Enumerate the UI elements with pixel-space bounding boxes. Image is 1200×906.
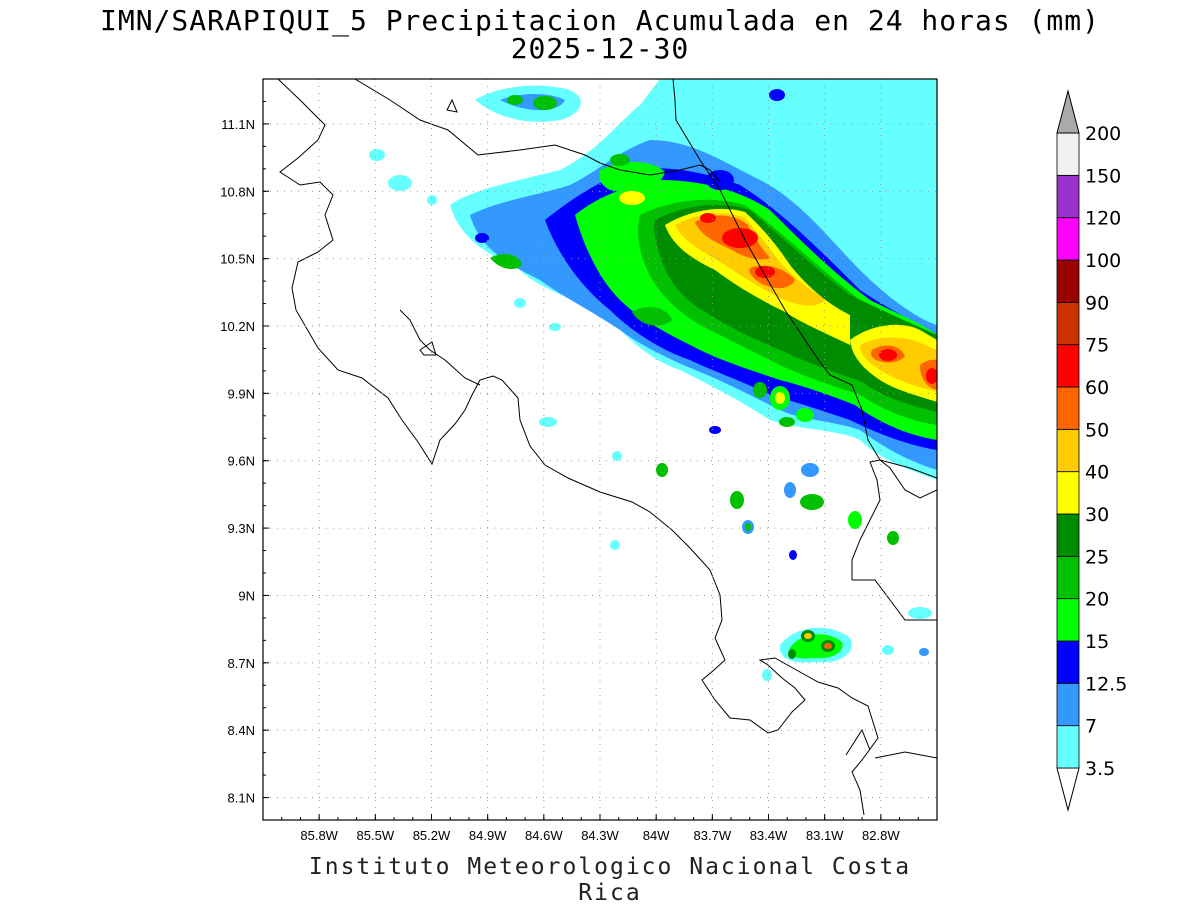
legend-label: 30 xyxy=(1085,504,1109,526)
legend-label: 120 xyxy=(1085,208,1121,230)
map-date: 2025-12-30 xyxy=(510,32,690,65)
map-title: IMN/SARAPIQUI_5 Precipitacion Acumulada … xyxy=(99,4,1100,37)
legend-label: 15 xyxy=(1085,631,1109,653)
legend-label: 3.5 xyxy=(1085,758,1115,780)
legend-overflow-triangle xyxy=(1056,89,1080,134)
coastline xyxy=(277,79,937,816)
x-tick-label: 84.6W xyxy=(525,828,563,843)
x-tick-label: 85.5W xyxy=(357,828,395,843)
legend-swatch xyxy=(1056,513,1080,557)
legend-label: 60 xyxy=(1085,377,1109,399)
legend-label: 20 xyxy=(1085,589,1109,611)
y-tick-label: 8.1N xyxy=(228,791,255,806)
legend-label: 7 xyxy=(1085,716,1097,738)
x-tick-label: 82.8W xyxy=(862,828,900,843)
precip-north-cell-2 xyxy=(507,95,523,105)
legend-swatch xyxy=(1056,682,1080,727)
y-tick-label: 8.4N xyxy=(228,723,255,738)
x-tick-label: 83.7W xyxy=(694,828,732,843)
y-tick-label: 11.1N xyxy=(221,117,255,132)
legend-label: 25 xyxy=(1085,546,1109,568)
precip-red-cell-2 xyxy=(700,213,716,223)
x-tick-label: 85.8W xyxy=(300,828,338,843)
legend-swatch xyxy=(1056,344,1080,388)
y-tick-label: 9.6N xyxy=(228,454,255,469)
y-tick-label: 10.8N xyxy=(220,184,255,199)
legend-underflow-triangle xyxy=(1056,767,1080,812)
legend-label: 12.5 xyxy=(1085,673,1127,695)
x-tick-label: 85.2W xyxy=(413,828,451,843)
x-tick-label: 84W xyxy=(643,828,670,843)
precip-west-blob-2 xyxy=(632,306,672,326)
legend-label: 50 xyxy=(1085,419,1109,441)
legend-swatch xyxy=(1056,301,1080,346)
y-tick-label: 9N xyxy=(238,588,255,603)
legend-swatch xyxy=(1056,386,1080,430)
x-tick-label: 83.1W xyxy=(806,828,844,843)
precipitation-field xyxy=(369,79,937,681)
precip-red-cell-4 xyxy=(879,349,897,361)
x-tick-label: 83.4W xyxy=(750,828,788,843)
legend-swatch xyxy=(1056,725,1080,769)
precip-red-cell-1 xyxy=(722,228,758,248)
legend-swatch xyxy=(1056,259,1080,303)
legend-swatch xyxy=(1056,640,1080,684)
legend-label: 75 xyxy=(1085,335,1109,357)
y-tick-label: 9.9N xyxy=(228,386,255,401)
precip-scattered-cells xyxy=(369,89,932,681)
legend-label: 40 xyxy=(1085,462,1109,484)
y-tick-label: 10.5N xyxy=(220,252,255,267)
y-tick-label: 9.3N xyxy=(228,521,255,536)
precip-red-cell-3 xyxy=(755,266,775,278)
legend-label: 100 xyxy=(1085,250,1121,272)
legend-label: 200 xyxy=(1085,123,1121,145)
legend-swatch xyxy=(1056,132,1080,176)
legend-swatch xyxy=(1056,471,1080,515)
map-axes: 85.8W 85.5W 85.2W 84.9W 84.6W 84.3W 84W 83.7W 83… xyxy=(220,78,938,843)
legend-swatch xyxy=(1056,217,1080,261)
precip-osa-cluster xyxy=(779,627,852,663)
legend-swatch xyxy=(1056,174,1080,219)
legend-swatch xyxy=(1056,428,1080,473)
legend-swatch xyxy=(1056,598,1080,642)
y-tick-label: 8.7N xyxy=(228,656,255,671)
legend-colorbar: 200 150 120 100 90 75 60 50 40 30 25 20 15 12.5 7 3.5 xyxy=(1056,89,1127,812)
credit-text: Instituto Meteorologico Nacional Costa R… xyxy=(308,854,912,906)
precip-west-blob-3 xyxy=(475,233,489,243)
legend-swatch xyxy=(1056,555,1080,600)
x-tick-label: 84.9W xyxy=(469,828,507,843)
legend-label: 150 xyxy=(1085,165,1121,187)
x-tick-label: 84.3W xyxy=(581,828,619,843)
map-grid xyxy=(263,79,937,820)
legend-label: 90 xyxy=(1085,292,1109,314)
precip-north-cell-3 xyxy=(619,191,645,205)
precip-west-blob xyxy=(490,254,522,270)
precip-green-north xyxy=(599,162,665,192)
precip-north-cell xyxy=(533,96,557,110)
y-tick-label: 10.2N xyxy=(220,319,255,334)
precip-north-cell-4 xyxy=(610,154,630,166)
precip-red-cell-5 xyxy=(926,368,937,384)
